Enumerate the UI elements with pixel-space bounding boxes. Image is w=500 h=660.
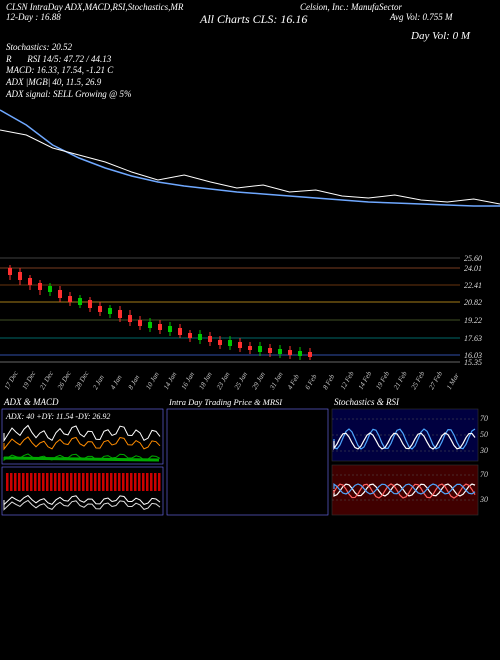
header-company: Celsion, Inc.: ManufaSector [300,2,402,12]
svg-text:2 Jan: 2 Jan [91,374,106,392]
svg-text:6 Feb: 6 Feb [304,373,319,391]
svg-text:4 Feb: 4 Feb [286,373,301,391]
svg-text:8 Jan: 8 Jan [127,374,142,392]
header-left: CLSN IntraDay ADX,MACD,RSI,Stochastics,M… [6,2,183,12]
stochastics-rsi-panel: Stochastics & RSI 70 50 30 70 30 [330,395,500,520]
svg-text:19 Dec: 19 Dec [20,369,37,391]
adx-macd-panel: ADX & MACD ADX: 40 +DY: 11.54 -DY: 26.92 [0,395,165,520]
svg-text:25 Feb: 25 Feb [410,370,427,391]
stat-stochastics: Stochastics: 20.52 [6,42,494,54]
dayvol-value: 0 M [453,30,470,42]
svg-text:17.63: 17.63 [464,334,482,343]
svg-text:25.60: 25.60 [464,254,482,263]
svg-text:ADX & MACD: ADX & MACD [3,397,59,407]
main-line-chart [0,100,500,250]
svg-text:26 Dec: 26 Dec [56,369,73,391]
svg-text:Stochastics & RSI: Stochastics & RSI [334,397,400,407]
svg-text:14 Jan: 14 Jan [162,371,179,392]
stat-adx-mgb: ADX |MGB| 40, 11.5, 26.9 [6,77,494,89]
cls-value: 16.16 [280,12,307,26]
svg-text:12 Feb: 12 Feb [339,370,356,391]
svg-text:17 Dec: 17 Dec [3,369,20,391]
avgvol-value: 0.755 M [423,12,453,22]
svg-text:21 Feb: 21 Feb [392,370,409,391]
svg-text:24.01: 24.01 [464,264,482,273]
svg-text:50: 50 [480,430,488,439]
day12-value: 16.88 [41,12,61,22]
avgvol-label: Avg Vol: [390,12,420,22]
svg-text:31 Jan: 31 Jan [268,371,285,393]
svg-text:Intra Day Trading Price & MR: Intra Day Trading Price & MRSI [168,397,283,407]
day-vol-row: Day Vol: 0 M [0,30,500,42]
intraday-panel: Intra Day Trading Price & MRSI [165,395,330,520]
cls-label: All Charts CLS: [200,12,277,26]
svg-text:23 Jan: 23 Jan [215,371,232,392]
svg-text:1 Mar: 1 Mar [445,372,461,391]
svg-text:27 Feb: 27 Feb [427,370,444,391]
svg-text:21 Dec: 21 Dec [38,369,55,391]
candlestick-chart: 25.6024.0122.4120.8219.2217.6316.0315.35… [0,250,500,395]
day12-label: 12-Day : [6,12,38,22]
svg-text:14 Feb: 14 Feb [357,370,374,391]
svg-text:30: 30 [479,495,488,504]
svg-text:70: 70 [480,414,488,423]
stats-block: Stochastics: 20.52 R RSI 14/5: 47.72 / 4… [0,42,500,100]
svg-text:30: 30 [479,446,488,455]
svg-text:20.82: 20.82 [464,298,482,307]
svg-text:16 Jan: 16 Jan [180,371,197,392]
svg-text:28 Dec: 28 Dec [74,369,91,391]
svg-text:15.35: 15.35 [464,358,482,367]
dayvol-label: Day Vol: [411,30,450,42]
svg-text:8 Feb: 8 Feb [321,373,336,391]
bottom-panels: ADX & MACDADX: 40 +DY: 11.54 -DY: 26.92 … [0,395,500,520]
svg-text:29 Jan: 29 Jan [250,371,267,392]
svg-text:22.41: 22.41 [464,281,482,290]
svg-text:ADX: 40 +DY: 11.54 -DY: 26.9: ADX: 40 +DY: 11.54 -DY: 26.92 [5,412,110,421]
svg-text:18 Jan: 18 Jan [197,371,214,392]
svg-text:70: 70 [480,470,488,479]
svg-text:25 Jan: 25 Jan [233,371,250,392]
stat-macd: MACD: 16.33, 17.54, -1.21 C [6,65,494,77]
stat-rsi: RSI 14/5: 47.72 / 44.13 [27,54,111,64]
stat-adx-signal: ADX signal: SELL Growing @ 5% [6,89,494,101]
svg-text:19.22: 19.22 [464,316,482,325]
svg-text:19 Feb: 19 Feb [374,370,391,391]
svg-text:10 Jan: 10 Jan [144,371,161,392]
svg-text:4 Jan: 4 Jan [109,374,124,392]
